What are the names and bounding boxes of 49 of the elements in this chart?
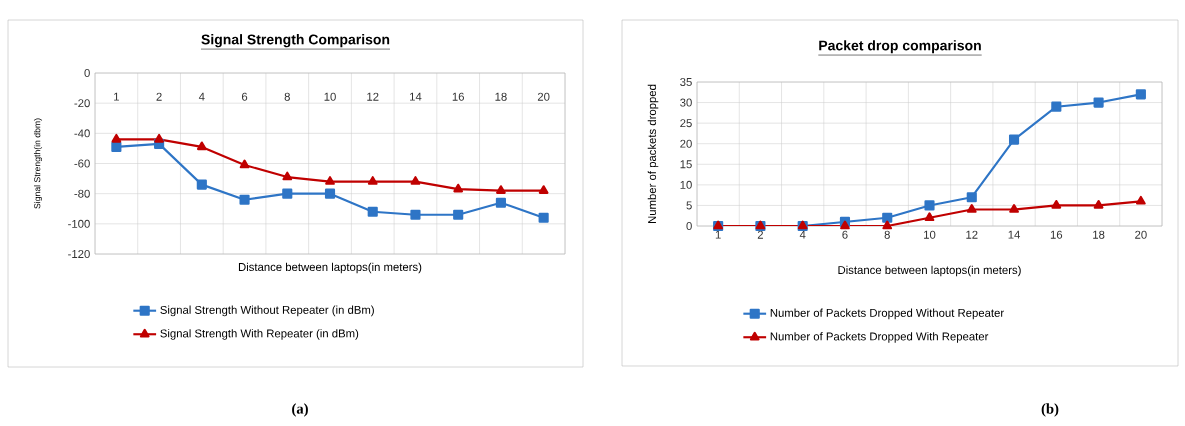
y-tick-label: 0 bbox=[84, 69, 90, 78]
x-tick-label: 2 bbox=[757, 230, 763, 239]
y-tick-label: 5 bbox=[686, 201, 692, 210]
x-tick-label: 16 bbox=[452, 92, 464, 101]
y-tick-label: 35 bbox=[680, 78, 692, 87]
x-tick-label: 8 bbox=[884, 230, 890, 239]
x-tick-label: 12 bbox=[367, 92, 379, 101]
y-tick-label: -40 bbox=[74, 129, 90, 138]
x-tick-label: 14 bbox=[1008, 230, 1021, 239]
x-tick-label: 20 bbox=[537, 92, 550, 101]
x-tick-label: 18 bbox=[495, 92, 507, 101]
legend-label: Signal Strength Without Repeater (in dBm) bbox=[160, 305, 374, 317]
legend-label: Number of Packets Dropped With Repeater bbox=[770, 332, 989, 343]
x-tick-label: 1 bbox=[114, 92, 119, 101]
y-tick-label: 25 bbox=[680, 119, 692, 128]
x-tick-label: 14 bbox=[410, 92, 422, 101]
chart-title: Signal Strength Comparison bbox=[201, 34, 390, 48]
x-tick-label: 4 bbox=[799, 230, 806, 239]
x-tick-label: 2 bbox=[156, 92, 162, 101]
y-tick-label: 10 bbox=[680, 180, 692, 189]
y-axis-title: Number of packets dropped bbox=[647, 84, 659, 224]
x-tick-label: 20 bbox=[1135, 230, 1147, 239]
y-tick-label: 20 bbox=[680, 139, 692, 148]
x-axis-title: Distance between laptops(in meters) bbox=[838, 265, 1021, 277]
x-tick-label: 8 bbox=[284, 92, 290, 101]
y-axis-title: Signal Strength(in dbm) bbox=[33, 118, 43, 209]
x-tick-label: 6 bbox=[842, 230, 848, 239]
x-tick-label: 1 bbox=[715, 230, 721, 239]
y-tick-label: -120 bbox=[68, 250, 90, 259]
text: (b) bbox=[1041, 403, 1059, 417]
y-tick-label: -20 bbox=[74, 99, 90, 108]
y-tick-label: 15 bbox=[680, 160, 692, 169]
x-tick-label: 6 bbox=[241, 92, 248, 101]
y-tick-label: -80 bbox=[74, 189, 90, 198]
x-tick-label: 4 bbox=[198, 92, 205, 101]
x-tick-label: 10 bbox=[924, 230, 936, 239]
chart-title: Packet drop comparison bbox=[819, 40, 981, 54]
text: (a) bbox=[292, 403, 308, 417]
y-tick-label: 0 bbox=[686, 222, 692, 231]
x-axis-title: Distance between laptops(in meters) bbox=[238, 262, 422, 274]
y-tick-label: 30 bbox=[680, 98, 692, 107]
x-tick-label: 18 bbox=[1093, 230, 1105, 239]
y-tick-label: -100 bbox=[68, 219, 90, 228]
y-tick-label: -60 bbox=[74, 159, 90, 168]
x-tick-label: 16 bbox=[1050, 230, 1063, 239]
legend-label: Signal Strength With Repeater (in dBm) bbox=[160, 329, 359, 340]
legend-label: Number of Packets Dropped Without Repeater bbox=[770, 308, 1004, 320]
x-tick-label: 10 bbox=[324, 92, 336, 101]
x-tick-label: 12 bbox=[966, 230, 978, 239]
